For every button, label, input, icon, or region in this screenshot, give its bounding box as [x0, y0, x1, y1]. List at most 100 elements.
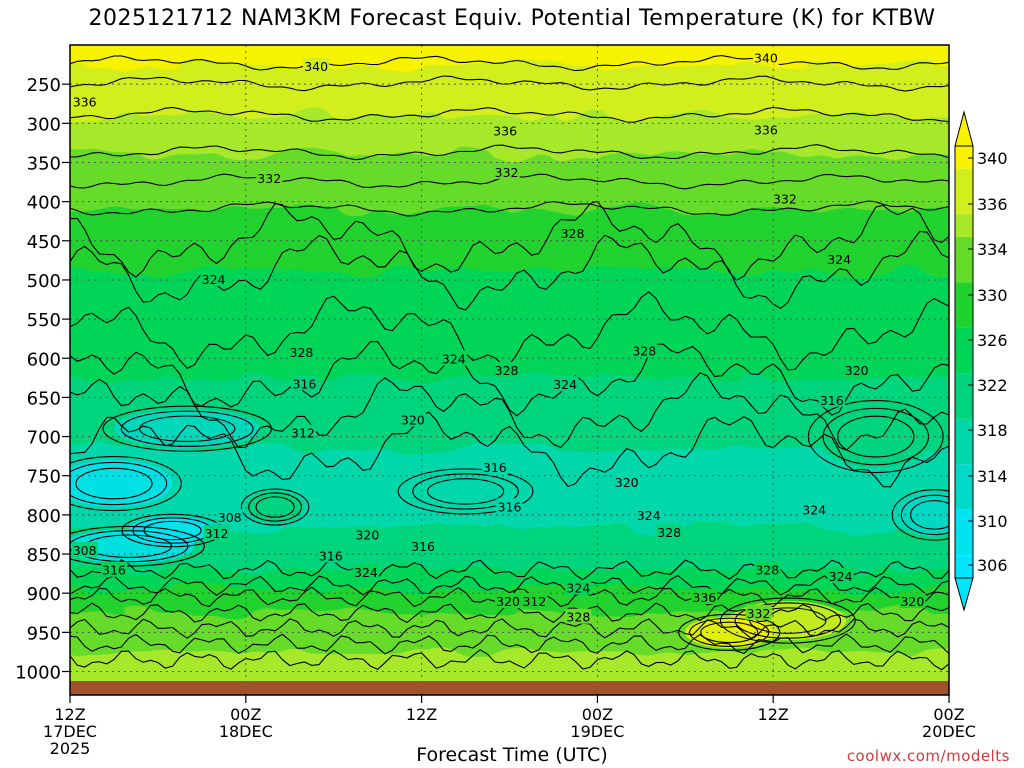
plot-frame	[69, 44, 950, 696]
theta-band	[70, 303, 949, 308]
y-tick-label: 750	[27, 467, 61, 488]
theta-band	[70, 276, 949, 281]
y-tick-label: 950	[27, 623, 61, 644]
credit-link[interactable]: coolwx.com/modelts	[846, 747, 1010, 765]
theta-band	[70, 393, 949, 399]
theta-band	[70, 557, 949, 563]
colorbar-bin	[955, 168, 973, 215]
theta-band	[70, 150, 949, 156]
contour-ring	[139, 415, 236, 443]
colorbar-label: 336	[977, 195, 1008, 214]
theta-band	[70, 158, 949, 164]
theta-band	[70, 326, 949, 332]
theta-band	[70, 287, 949, 293]
x-tick-label: 00Z	[582, 705, 613, 724]
contour-label-bg	[317, 547, 344, 563]
x-tick-label: 2025	[50, 739, 91, 758]
theta-band	[70, 354, 949, 359]
contour-line	[70, 372, 949, 451]
theta-band	[70, 119, 949, 124]
theta-band	[70, 608, 949, 614]
contour-label-bg	[559, 224, 586, 240]
theta-band	[70, 264, 949, 269]
anomaly-cell	[70, 460, 173, 508]
theta-band	[70, 651, 949, 657]
theta-band	[70, 315, 949, 320]
theta-band	[70, 197, 949, 203]
theta-band	[70, 279, 949, 285]
contour-label-bg	[352, 564, 380, 580]
theta-band	[40, 37, 979, 42]
theta-band	[70, 581, 949, 586]
y-tick-label: 250	[27, 75, 61, 96]
contour-ring	[900, 494, 949, 536]
contour-label: 312	[522, 594, 546, 609]
theta-band	[70, 381, 949, 387]
theta-band	[70, 546, 949, 551]
theta-band	[70, 589, 949, 594]
theta-band	[70, 420, 949, 426]
theta-band	[70, 189, 949, 195]
y-tick-label: 600	[27, 349, 61, 370]
contour-ring	[120, 410, 254, 447]
theta-band	[70, 377, 949, 383]
colorbar-label: 310	[977, 512, 1008, 531]
theta-band	[70, 342, 949, 348]
theta-band	[70, 178, 949, 183]
theta-band	[70, 663, 949, 669]
theta-band	[70, 295, 949, 301]
contour-label: 328	[290, 345, 314, 360]
theta-band	[70, 236, 949, 242]
theta-band	[70, 307, 949, 312]
theta-band	[70, 655, 949, 661]
theta-band	[70, 346, 949, 352]
contour-label-bg	[291, 375, 318, 391]
theta-band	[70, 64, 949, 70]
colorbar-bin	[955, 464, 973, 510]
theta-band	[70, 456, 949, 461]
contour-line	[70, 574, 949, 596]
contour-label-bg	[354, 526, 381, 542]
anomaly-cell	[245, 491, 305, 523]
colorbar-bin	[955, 214, 973, 237]
theta-band	[70, 550, 949, 555]
theta-band	[70, 323, 949, 328]
contour-label: 332	[773, 191, 797, 206]
contour-label-bg	[899, 593, 926, 609]
theta-band	[70, 452, 949, 457]
theta-contour-lines	[70, 55, 949, 671]
contour-label-bg	[752, 121, 779, 137]
theta-band	[70, 103, 949, 109]
contour-label: 324	[202, 272, 226, 287]
theta-band	[70, 514, 949, 520]
theta-band	[70, 448, 949, 453]
contour-label: 328	[632, 343, 656, 358]
contour-label-bg	[494, 593, 522, 609]
contour-label-bg	[691, 589, 718, 605]
theta-band	[70, 632, 949, 637]
theta-band	[70, 428, 949, 434]
contour-label: 320	[401, 412, 425, 427]
contour-label: 336	[692, 590, 716, 605]
theta-band	[70, 209, 949, 214]
theta-band	[70, 577, 949, 583]
contour-label-bg	[493, 163, 520, 179]
colorbar-bin	[955, 282, 973, 328]
theta-band	[70, 95, 949, 101]
theta-band	[70, 416, 949, 422]
y-tick-label: 800	[27, 506, 61, 527]
x-tick-label: 20DEC	[922, 722, 976, 741]
contour-label-bg	[843, 362, 870, 377]
theta-band	[70, 542, 949, 547]
theta-band	[70, 283, 949, 289]
contour-label-bg	[481, 459, 508, 475]
contour-label-bg	[409, 538, 437, 554]
theta-band	[70, 291, 949, 297]
contour-label: 336	[754, 123, 778, 138]
contour-line	[70, 649, 949, 671]
theta-band	[70, 413, 949, 418]
contour-label: 340	[304, 59, 328, 74]
theta-band	[70, 330, 949, 336]
x-tick-label: 12Z	[758, 705, 789, 724]
contour-ring	[70, 525, 205, 567]
